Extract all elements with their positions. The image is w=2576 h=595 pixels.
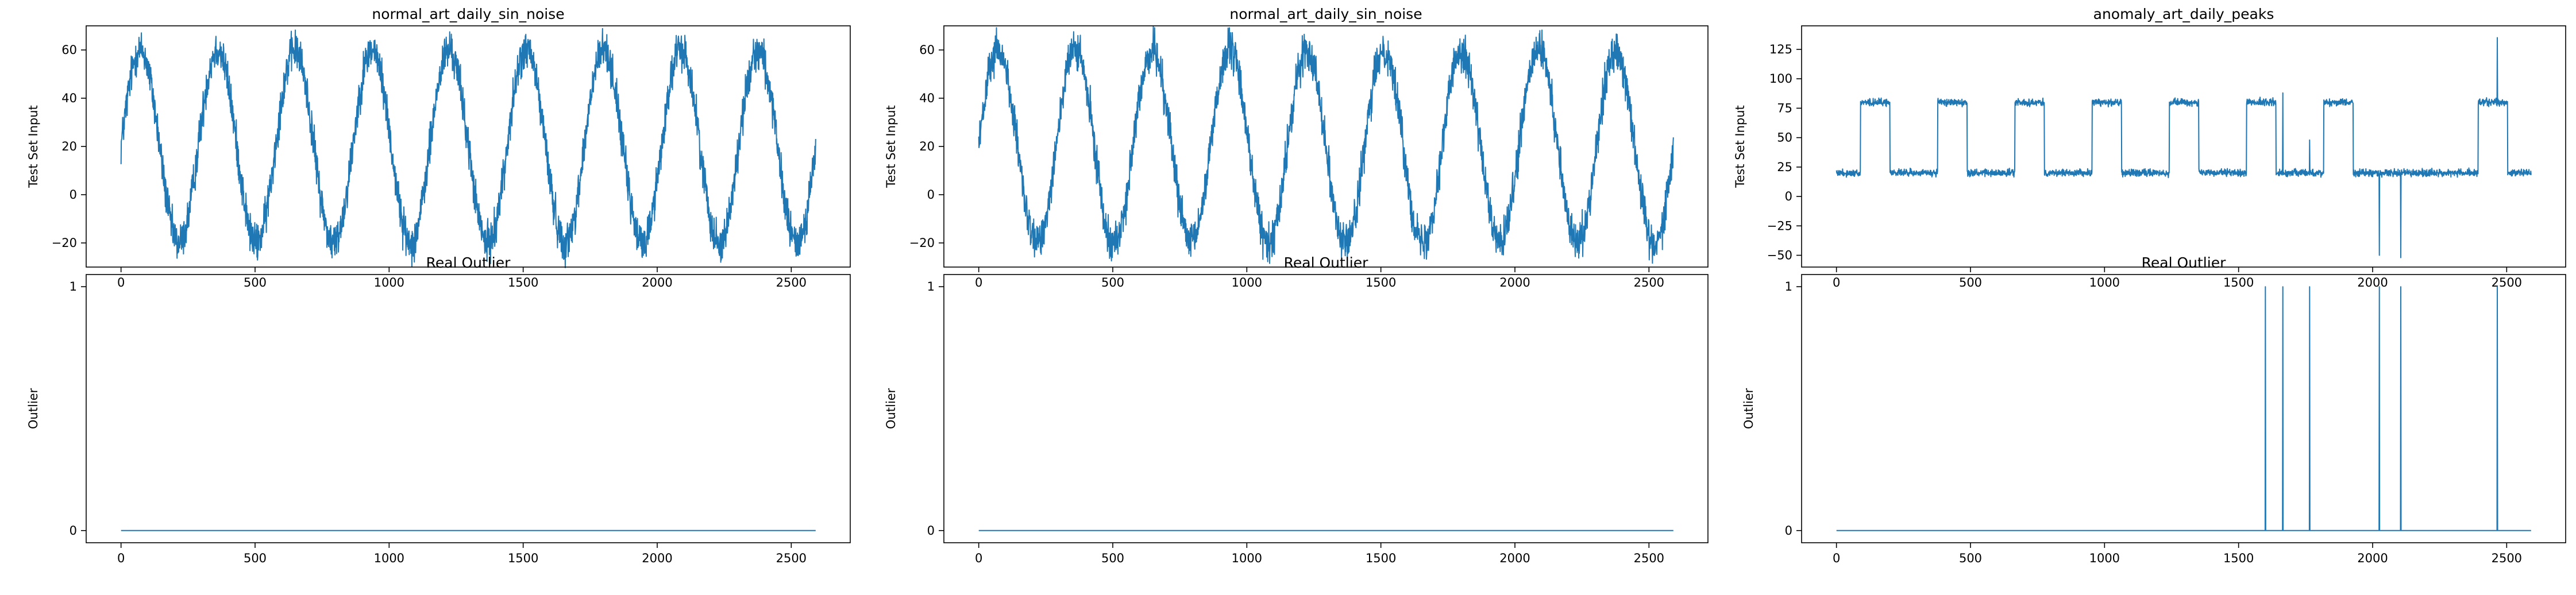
subplot-title: anomaly_art_daily_peaks <box>2093 6 2274 22</box>
subplot-title: Real Outlier <box>1284 254 1368 271</box>
x-tick-label: 2500 <box>1634 551 1664 565</box>
x-tick-label: 0 <box>1833 276 1840 289</box>
y-tick-label: 40 <box>61 91 77 105</box>
x-tick-label: 0 <box>975 551 982 565</box>
y-tick-label: 25 <box>1777 160 1792 174</box>
x-tick-label: 1500 <box>2223 276 2254 289</box>
y-tick-label: 0 <box>70 524 77 538</box>
y-axis-label: Outlier <box>884 388 898 429</box>
x-tick-label: 2500 <box>776 551 807 565</box>
y-tick-label: 0 <box>1785 524 1792 538</box>
y-axis-label: Test Set Input <box>884 105 898 188</box>
x-tick-label: 500 <box>244 551 267 565</box>
subplot-3: 0 500 1000 1500 2000 2500 −50 −25 0 25 50 75 100 125 a… <box>1733 6 2566 289</box>
x-tick-label: 1000 <box>374 276 404 289</box>
y-tick-label: 1 <box>70 280 77 293</box>
axes-frame <box>86 274 851 543</box>
series-line <box>978 26 1674 264</box>
y-tick-label: 125 <box>1769 42 1792 56</box>
x-tick-label: 0 <box>1833 551 1840 565</box>
subplot-title: Real Outlier <box>426 254 511 271</box>
y-tick-label: 0 <box>927 524 935 538</box>
series-line <box>1836 286 2532 531</box>
x-tick-label: 500 <box>1959 551 1982 565</box>
subplot-5: 0 500 1000 1500 2000 2500 0 1 Real Outlier Outlie… <box>884 254 1709 565</box>
y-tick-label: 0 <box>1785 190 1792 203</box>
subplot-4: 0 500 1000 1500 2000 2500 0 1 Real Outlier Outlie… <box>26 254 851 565</box>
x-tick-label: 2000 <box>2357 276 2388 289</box>
y-tick-label: 0 <box>927 188 935 202</box>
axes-frame <box>1801 274 2566 543</box>
x-tick-label: 2000 <box>2357 551 2388 565</box>
subplot-6: 0 500 1000 1500 2000 2500 0 1 Real Outlier Outlie… <box>1742 254 2566 565</box>
y-tick-label: −20 <box>909 236 935 250</box>
x-tick-label: 0 <box>117 551 125 565</box>
subplot-2: 0 500 1000 1500 2000 2500 −20 0 20 40 60 normal_art… <box>884 6 1709 289</box>
x-tick-label: 0 <box>117 276 125 289</box>
x-tick-label: 500 <box>244 276 267 289</box>
subplot-title: normal_art_daily_sin_noise <box>1229 6 1422 22</box>
x-tick-label: 1500 <box>1366 276 1396 289</box>
axes-frame <box>943 274 1709 543</box>
series-line <box>1835 37 2532 258</box>
x-tick-label: 1000 <box>1232 276 1262 289</box>
x-tick-label: 1500 <box>508 276 538 289</box>
subplot-title: Real Outlier <box>2142 254 2226 271</box>
x-tick-label: 2500 <box>776 276 807 289</box>
y-tick-label: −20 <box>52 236 77 250</box>
y-axis-label: Test Set Input <box>26 105 40 188</box>
axes-frame <box>1801 25 2566 268</box>
x-tick-label: 2500 <box>1634 276 1664 289</box>
y-tick-label: 0 <box>70 188 77 202</box>
x-tick-label: 1500 <box>508 551 538 565</box>
y-tick-label: 100 <box>1769 72 1792 86</box>
x-tick-label: 1000 <box>2089 551 2120 565</box>
y-tick-label: 1 <box>927 280 935 293</box>
y-tick-label: −50 <box>1767 249 1792 262</box>
x-tick-label: 1000 <box>1232 551 1262 565</box>
y-axis-label: Outlier <box>26 388 40 429</box>
x-tick-label: 500 <box>1101 551 1124 565</box>
y-tick-label: 1 <box>1785 280 1792 293</box>
x-tick-label: 2000 <box>642 276 672 289</box>
x-tick-label: 2500 <box>2492 551 2522 565</box>
y-tick-label: −25 <box>1767 219 1792 233</box>
subplot-1: 0 500 1000 1500 2000 2500 −20 0 20 40 60 normal_art… <box>26 6 851 289</box>
y-tick-label: 40 <box>919 91 935 105</box>
y-tick-label: 75 <box>1777 101 1792 115</box>
x-tick-label: 500 <box>1101 276 1124 289</box>
x-tick-label: 1000 <box>2089 276 2120 289</box>
y-tick-label: 20 <box>61 140 77 153</box>
y-axis-label: Test Set Input <box>1733 105 1747 188</box>
x-tick-label: 1500 <box>2223 551 2254 565</box>
x-tick-label: 1500 <box>1366 551 1396 565</box>
x-tick-label: 2000 <box>1499 276 1530 289</box>
series-line <box>120 28 816 268</box>
subplot-title: normal_art_daily_sin_noise <box>372 6 564 22</box>
x-tick-label: 2500 <box>2492 276 2522 289</box>
y-tick-label: 60 <box>919 43 935 57</box>
y-tick-label: 20 <box>919 140 935 153</box>
x-tick-label: 500 <box>1959 276 1982 289</box>
x-tick-label: 0 <box>975 276 982 289</box>
y-tick-label: 50 <box>1777 131 1792 145</box>
y-axis-label: Outlier <box>1742 388 1756 429</box>
x-tick-label: 1000 <box>374 551 404 565</box>
x-tick-label: 2000 <box>1499 551 1530 565</box>
y-tick-label: 60 <box>61 43 77 57</box>
x-tick-label: 2000 <box>642 551 672 565</box>
